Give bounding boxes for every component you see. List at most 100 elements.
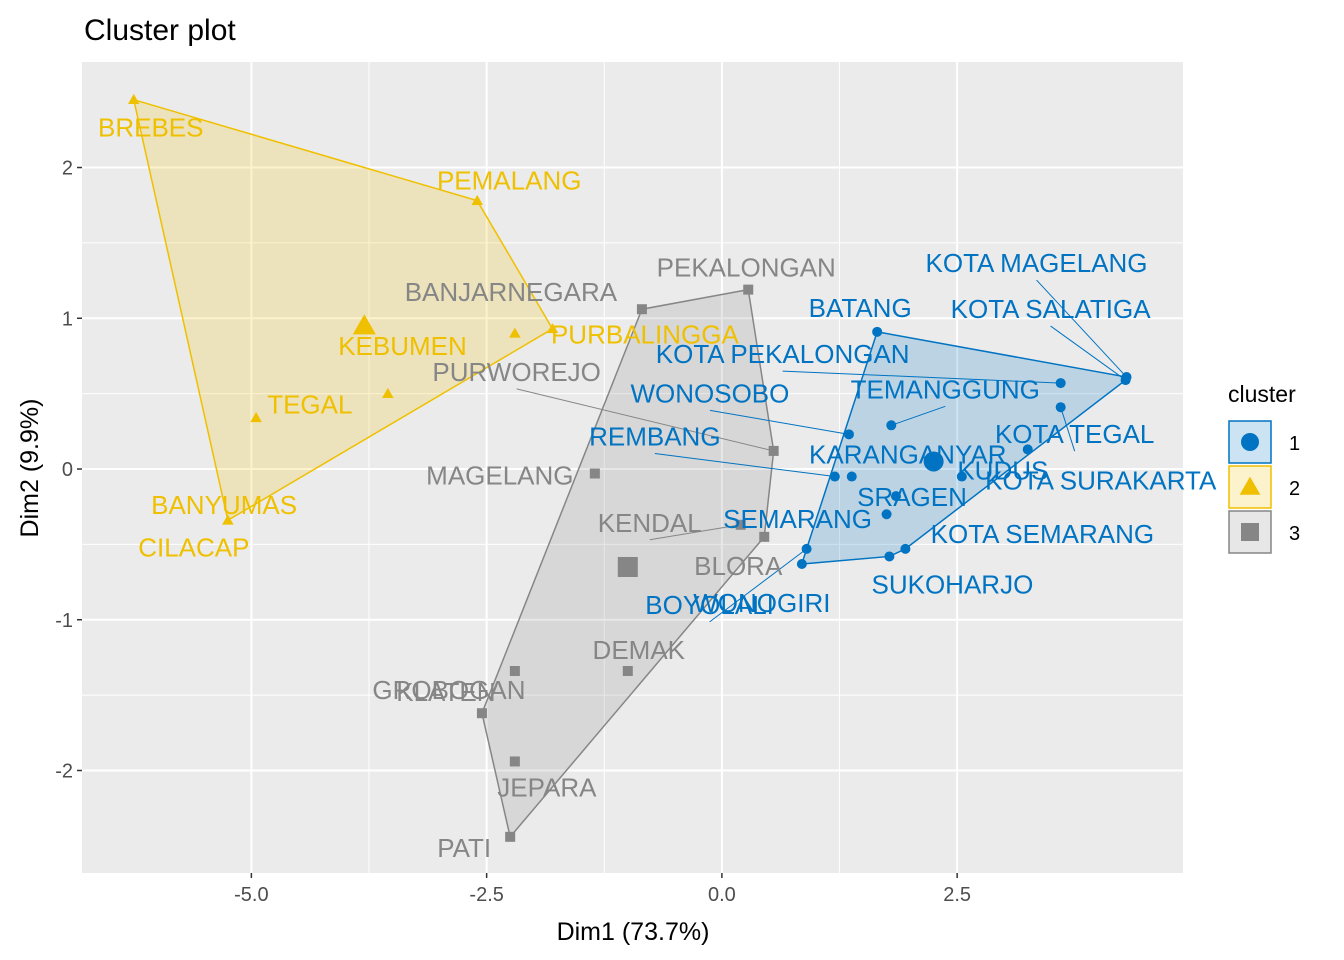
- label-karanganyar: KARANGANYAR: [809, 440, 1006, 470]
- point-batang: [872, 326, 883, 337]
- point-cilacap: [222, 514, 234, 525]
- point-magelang: [589, 468, 600, 479]
- y-tick-label: -1: [55, 610, 73, 632]
- x-tick-label: -2.5: [469, 884, 503, 906]
- point-kota-salatiga: [1120, 375, 1131, 386]
- label-kudus: KUDUS: [957, 456, 1048, 486]
- label-boyolali: BOYOLALI: [645, 590, 774, 620]
- leader-kota-salatiga: [1050, 325, 1126, 381]
- centroid-cluster-3: [617, 556, 638, 577]
- label-batang: BATANG: [809, 293, 912, 323]
- point-demak: [622, 666, 633, 677]
- point-banyumas: [250, 412, 262, 423]
- point-pekalongan: [743, 284, 754, 295]
- legend-label-3: 3: [1289, 523, 1300, 545]
- label-kota-magelang: KOTA MAGELANG: [926, 248, 1148, 278]
- y-tick-label: 0: [62, 459, 73, 481]
- label-purbalingga: PURBALINGGA: [551, 319, 739, 349]
- legend-label-2: 2: [1289, 478, 1300, 500]
- label-temanggung: TEMANGGUNG: [851, 374, 1040, 404]
- label-brebes: BREBES: [98, 113, 204, 143]
- label-grobogan: GROBOGAN: [372, 675, 525, 705]
- point-sukoharjo: [884, 551, 895, 562]
- label-banyumas: BANYUMAS: [151, 490, 297, 520]
- x-tick-label: 2.5: [943, 884, 971, 906]
- grid: [82, 62, 1183, 873]
- point-jepara: [509, 756, 520, 767]
- legend-label-1: 1: [1289, 433, 1300, 455]
- label-kota-pekalongan: KOTA PEKALONGAN: [656, 339, 910, 369]
- point-boyolali: [801, 543, 812, 554]
- centroid-cluster-1: [923, 451, 944, 472]
- point-purworejo: [768, 445, 779, 456]
- label-leaders: [516, 279, 1127, 623]
- label-kendal: KENDAL: [598, 508, 702, 538]
- leader-purworejo: [516, 388, 774, 452]
- point-wonogiri: [796, 558, 807, 569]
- legend-symbol-1: [1241, 433, 1259, 451]
- label-wonogiri: WONOGIRI: [693, 588, 830, 618]
- leader-rembang: [654, 453, 835, 478]
- cluster-centroids: [352, 314, 944, 577]
- legend-symbol-3: [1241, 523, 1259, 541]
- point-kendal: [735, 519, 746, 530]
- point-purbalingga: [509, 327, 521, 338]
- label-kota-semarang: KOTA SEMARANG: [931, 519, 1154, 549]
- x-tick-label: 0.0: [708, 884, 736, 906]
- y-tick-label: 1: [62, 308, 73, 330]
- label-banjarnegara: BANJARNEGARA: [405, 277, 618, 307]
- point-kebumen: [546, 323, 559, 334]
- label-cilacap: CILACAP: [138, 532, 249, 562]
- point-sragen: [890, 491, 901, 502]
- label-pemalang: PEMALANG: [437, 166, 582, 196]
- label-jepara: JEPARA: [497, 772, 597, 802]
- centroid-cluster-2: [352, 314, 376, 335]
- chart-title: Cluster plot: [84, 14, 236, 47]
- point-pati: [505, 831, 516, 842]
- label-kota-tegal: KOTA TEGAL: [995, 419, 1154, 449]
- point-kudus: [956, 471, 967, 482]
- point-kota-surakarta: [1022, 444, 1033, 455]
- label-sukoharjo: SUKOHARJO: [871, 569, 1033, 599]
- label-demak: DEMAK: [593, 635, 686, 665]
- point-blora: [759, 531, 770, 542]
- legend-title: cluster: [1228, 381, 1296, 407]
- label-sragen: SRAGEN: [857, 482, 967, 512]
- leader-wonosobo: [709, 409, 850, 435]
- label-kota-surakarta: KOTA SURAKARTA: [985, 465, 1217, 495]
- point-rembang: [829, 471, 840, 482]
- label-rembang: REMBANG: [589, 422, 720, 452]
- y-axis: -2 -1 0 1 2: [55, 158, 82, 782]
- leader-temanggung: [891, 405, 946, 426]
- point-kota-tegal: [1055, 402, 1066, 413]
- label-pati: PATI: [437, 833, 491, 863]
- point-klaten: [509, 666, 520, 677]
- label-pekalongan: PEKALONGAN: [657, 253, 836, 283]
- label-klaten: KLATEN: [396, 677, 495, 707]
- plot-panel: [82, 62, 1183, 873]
- point-brebes: [128, 93, 140, 104]
- y-tick-label: 2: [62, 158, 73, 180]
- legend: cluster 1 2 3: [1228, 381, 1300, 554]
- label-kota-salatiga: KOTA SALATIGA: [951, 294, 1152, 324]
- leader-boyolali: [709, 548, 807, 623]
- leader-kendal: [649, 524, 741, 541]
- point-tegal: [382, 387, 394, 398]
- y-axis-title: Dim2 (9.9%): [16, 399, 44, 538]
- x-axis-title: Dim1 (73.7%): [557, 918, 710, 946]
- leader-kota-pekalongan: [782, 370, 1061, 384]
- point-banjarnegara: [636, 304, 647, 315]
- point-semarang: [881, 509, 892, 520]
- point-karanganyar: [846, 471, 857, 482]
- y-tick-label: -2: [55, 760, 73, 782]
- point-temanggung: [886, 420, 897, 431]
- point-kota-pekalongan: [1055, 378, 1066, 389]
- x-axis: -5.0 -2.5 0.0 2.5: [234, 873, 971, 906]
- point-pemalang: [471, 194, 483, 205]
- label-magelang: MAGELANG: [426, 461, 573, 491]
- x-tick-label: -5.0: [234, 884, 268, 906]
- leader-kota-magelang: [1036, 279, 1127, 378]
- data-points: [128, 93, 1132, 842]
- label-purworejo: PURWOREJO: [432, 357, 601, 387]
